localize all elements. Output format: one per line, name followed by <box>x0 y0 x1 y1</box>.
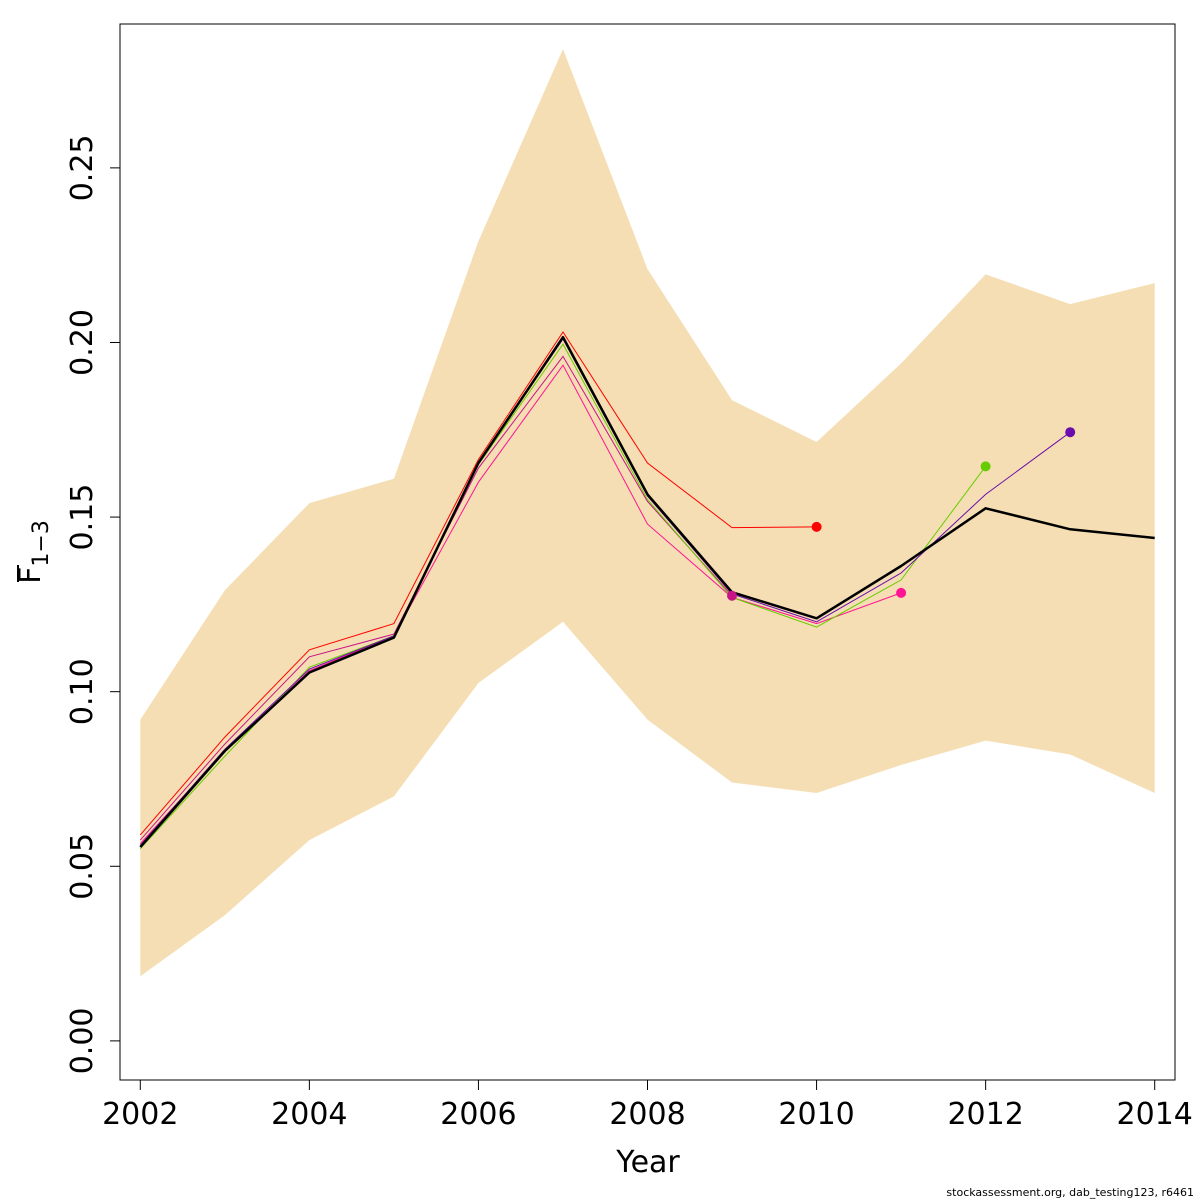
confidence-band <box>140 49 1155 977</box>
x-axis-title: Year <box>615 1145 680 1180</box>
y-axis: 0.00 0.05 0.10 0.15 0.20 0.25 <box>65 135 121 1075</box>
confidence-band-layer <box>140 49 1155 977</box>
x-tick-label: 2010 <box>778 1097 854 1132</box>
main-series-line <box>139 335 1155 848</box>
retro-series-endpoint-4 <box>980 461 991 472</box>
x-tick-label: 2012 <box>947 1097 1023 1132</box>
y-tick-label: 0.00 <box>65 1008 100 1075</box>
retro-series-endpoint-3 <box>896 587 907 598</box>
footer-credit: stockassessment.org, dab_testing123, r64… <box>946 1186 1194 1199</box>
retro-series-endpoint-5 <box>1065 427 1076 438</box>
svg-text:F1−3: F1−3 <box>13 520 54 584</box>
endpoint-marker-layer <box>727 427 1076 601</box>
retro-series-line-4 <box>139 343 987 850</box>
y-tick-label: 0.05 <box>65 833 100 900</box>
retro-series-endpoint-1 <box>811 521 822 532</box>
y-tick-label: 0.20 <box>65 309 100 376</box>
y-axis-title: F1−3 <box>13 520 54 584</box>
y-tick-label: 0.10 <box>65 658 100 725</box>
retro-series-endpoint-2 <box>727 590 737 601</box>
x-tick-label: 2004 <box>271 1097 347 1132</box>
y-axis-title-subscript: 1−3 <box>29 520 54 566</box>
x-axis: 2002 2004 2006 2008 2010 2012 2014 <box>102 1079 1193 1132</box>
y-axis-title-symbol: F <box>13 567 48 584</box>
y-tick-label: 0.15 <box>65 484 100 551</box>
main-series-layer <box>139 335 1155 848</box>
x-tick-label: 2002 <box>102 1097 178 1132</box>
x-tick-label: 2014 <box>1117 1097 1193 1132</box>
retro-series-line-1 <box>139 331 817 836</box>
x-tick-label: 2006 <box>440 1097 516 1132</box>
y-tick-label: 0.25 <box>65 135 100 202</box>
x-tick-label: 2008 <box>609 1097 685 1132</box>
